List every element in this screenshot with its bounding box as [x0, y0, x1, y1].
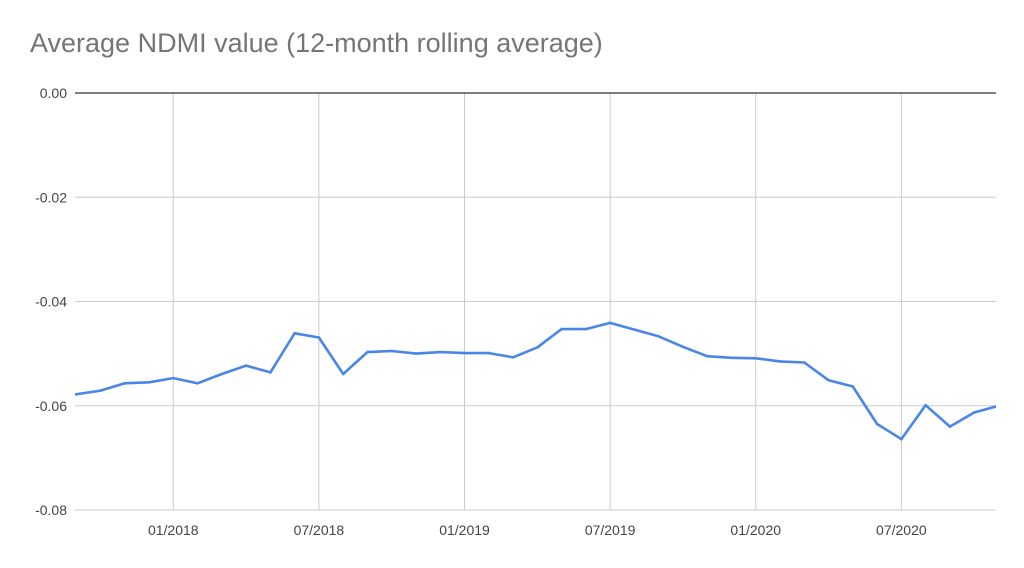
data-point: [681, 345, 685, 349]
y-tick-label: -0.08: [35, 502, 67, 518]
data-point: [390, 349, 394, 353]
data-point: [803, 361, 806, 364]
data-point: [705, 354, 709, 358]
data-point: [414, 352, 418, 355]
data-point: [972, 411, 976, 414]
data-point: [147, 381, 151, 384]
data-point: [924, 403, 927, 407]
data-point: [341, 372, 345, 376]
data-point: [778, 360, 782, 363]
y-tick-label: 0.00: [40, 85, 67, 101]
y-tick-label: -0.02: [35, 189, 67, 205]
data-point: [269, 371, 272, 374]
data-point: [900, 437, 903, 441]
data-point: [317, 336, 321, 339]
data-point: [948, 425, 952, 428]
data-point: [633, 328, 636, 331]
data-point: [997, 405, 1000, 408]
chart-title: Average NDMI value (12-month rolling ave…: [30, 28, 603, 58]
data-point: [172, 376, 175, 380]
data-point: [608, 321, 612, 325]
x-tick-label: 07/2020: [876, 522, 927, 538]
x-tick-label: 01/2020: [730, 522, 781, 538]
x-tick-label: 07/2018: [294, 522, 345, 538]
x-tick-label: 01/2018: [148, 522, 199, 538]
data-point: [754, 357, 757, 360]
data-point: [730, 356, 733, 360]
series-line: [74, 321, 996, 441]
data-point: [584, 327, 588, 331]
data-point: [560, 327, 563, 331]
data-point: [244, 364, 248, 367]
data-point: [438, 350, 442, 354]
data-point: [220, 372, 224, 376]
data-point: [657, 335, 660, 338]
y-tick-label: -0.06: [35, 398, 67, 414]
data-point: [99, 389, 102, 392]
data-point: [827, 378, 830, 382]
x-tick-label: 01/2019: [439, 522, 490, 538]
data-point: [463, 351, 466, 355]
data-point: [123, 382, 127, 385]
data-point: [536, 346, 539, 349]
data-point: [366, 350, 369, 354]
y-tick-label: -0.04: [35, 294, 67, 310]
data-point: [511, 356, 515, 359]
x-tick-label: 07/2019: [585, 522, 636, 538]
data-point: [875, 422, 879, 426]
data-point: [196, 382, 199, 385]
data-point: [293, 332, 296, 335]
data-point: [487, 351, 491, 355]
data-point: [851, 385, 855, 388]
data-point: [74, 393, 78, 396]
